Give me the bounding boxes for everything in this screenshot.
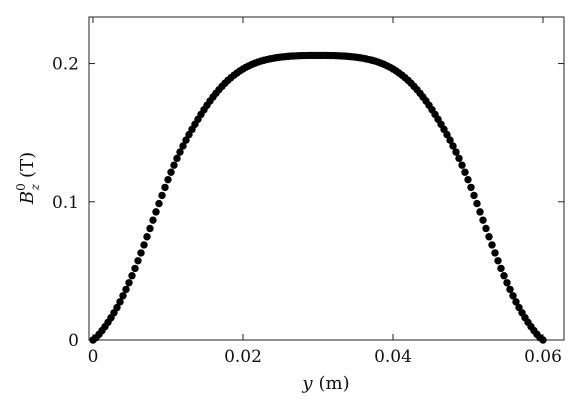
data-point (491, 249, 499, 257)
data-point (461, 168, 469, 176)
data-point (137, 249, 145, 257)
data-point (161, 183, 169, 192)
x-tick-label: 0.06 (524, 347, 562, 367)
data-point (176, 148, 184, 156)
data-point (494, 257, 502, 265)
data-point (470, 191, 478, 200)
data-point (125, 279, 133, 287)
data-point (443, 130, 451, 139)
data-point (128, 272, 136, 280)
data-point (506, 285, 514, 294)
data-point (467, 183, 475, 192)
ticks (89, 17, 564, 341)
data-point (458, 161, 466, 169)
data-point (164, 175, 172, 184)
data-point (485, 233, 493, 241)
data-point (146, 224, 154, 233)
data-point (539, 336, 547, 344)
data-point (452, 148, 460, 156)
data-point (134, 257, 142, 265)
data-point (167, 168, 175, 176)
y-axis-label: B0z(T) (14, 152, 42, 205)
data-point (512, 298, 520, 306)
data-point (143, 233, 151, 241)
data-point (116, 298, 124, 306)
data-point (488, 241, 496, 249)
data-point (449, 142, 457, 150)
x-tick-label: 0.02 (224, 347, 262, 367)
data-points (89, 51, 547, 344)
data-point (503, 279, 511, 287)
data-point (497, 264, 505, 273)
data-point (455, 154, 463, 163)
data-point (140, 241, 148, 249)
data-point (155, 199, 163, 208)
data-point (500, 272, 508, 280)
data-point (149, 216, 157, 224)
plot-frame (88, 16, 565, 341)
data-point (179, 142, 187, 150)
data-point (473, 199, 481, 208)
data-point (479, 216, 487, 224)
data-point (152, 208, 160, 216)
y-tick-label: 0.1 (52, 193, 79, 213)
tick-labels: 0 0.02 0.04 0.06 0 0.1 0.2 (52, 55, 562, 367)
data-point (509, 292, 517, 300)
data-point (119, 292, 127, 300)
x-axis-label: y (m) (301, 373, 349, 394)
x-tick-label: 0 (88, 347, 99, 367)
data-point (464, 175, 472, 184)
data-point (122, 285, 130, 294)
y-tick-label: 0 (68, 331, 79, 351)
data-point (182, 136, 190, 144)
data-point (158, 191, 166, 200)
data-point (173, 154, 181, 163)
data-point (476, 208, 484, 216)
data-point (113, 303, 121, 312)
y-tick-label: 0.2 (52, 55, 79, 75)
data-point (446, 136, 454, 144)
data-point (131, 264, 139, 273)
data-point (170, 161, 178, 169)
x-tick-label: 0.04 (374, 347, 412, 367)
data-point (482, 224, 490, 233)
